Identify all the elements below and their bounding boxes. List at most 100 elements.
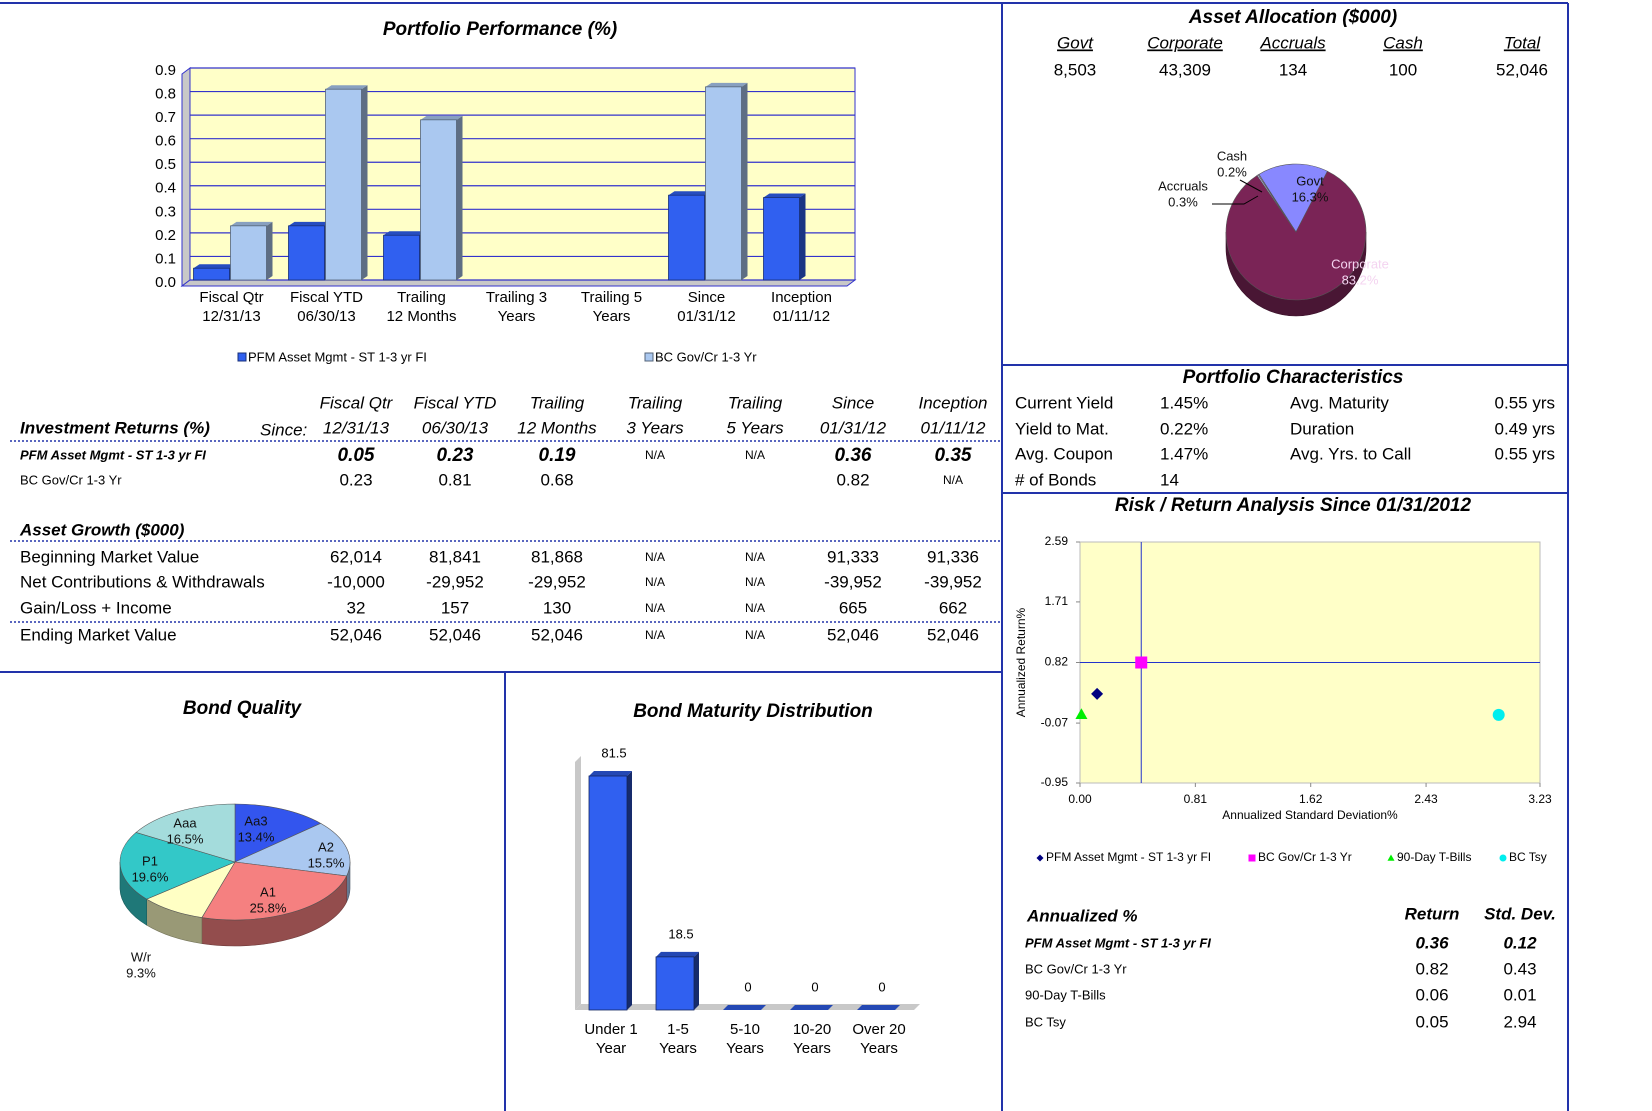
legend-label: BC Gov/Cr 1-3 Yr <box>655 349 757 364</box>
bar <box>325 88 362 281</box>
cell: 0.49 yrs <box>1495 419 1555 438</box>
x-tick-label: Fiscal Qtr <box>199 289 263 306</box>
cell: N/A <box>645 628 665 642</box>
column-header: 06/30/13 <box>422 418 489 437</box>
data-label: 18.5 <box>668 926 693 941</box>
data-label: 0 <box>744 979 751 994</box>
bar <box>588 775 628 1011</box>
bar-top <box>668 191 711 196</box>
slice <box>1225 170 1367 301</box>
cell: 2.94 <box>1503 1012 1536 1031</box>
cell: 8,503 <box>1054 60 1097 79</box>
table-title: Portfolio Characteristics <box>1183 367 1404 388</box>
x-tick-label: Years <box>659 1040 697 1057</box>
leader-line <box>1239 179 1263 193</box>
y-tick-label: 0.6 <box>155 133 176 150</box>
cell: 0.06 <box>1415 985 1448 1004</box>
bar-top <box>288 221 331 226</box>
y-tick-label: 0.9 <box>155 62 176 79</box>
legend-label: PFM Asset Mgmt - ST 1-3 yr FI <box>1046 850 1211 864</box>
cell: 1.45% <box>1160 393 1208 412</box>
cell: 0.55 yrs <box>1495 444 1555 463</box>
cell: 0.82 <box>836 470 869 489</box>
x-axis-title: Annualized Standard Deviation% <box>1222 808 1398 822</box>
legend-label: BC Gov/Cr 1-3 Yr <box>1258 850 1352 864</box>
y-tick-label: -0.95 <box>1041 775 1069 789</box>
cell: 32 <box>347 598 366 617</box>
column-header: Corporate <box>1147 33 1223 52</box>
plot-wall <box>181 67 191 287</box>
cell: 134 <box>1279 60 1307 79</box>
y-tick-label: 0.7 <box>155 109 176 126</box>
chart-title: Portfolio Performance (%) <box>383 19 617 40</box>
legend-label: PFM Asset Mgmt - ST 1-3 yr FI <box>248 349 427 364</box>
bar-side <box>627 771 632 1010</box>
dotted-rules <box>10 440 1000 623</box>
x-tick-label: 0.00 <box>1068 792 1092 806</box>
legend-swatch <box>644 352 654 362</box>
x-tick-label: Since <box>688 289 726 306</box>
column-header: 01/11/12 <box>921 418 986 437</box>
cell: 14 <box>1160 470 1179 489</box>
cell: 52,046 <box>531 625 583 644</box>
cell: # of Bonds <box>1015 470 1096 489</box>
slice-value: 83.2% <box>1342 272 1379 287</box>
point <box>1492 708 1505 721</box>
cell: 52,046 <box>429 625 481 644</box>
row-label: PFM Asset Mgmt - ST 1-3 yr FI <box>20 447 206 462</box>
data-label: 0 <box>811 979 818 994</box>
cell: 0.43 <box>1503 959 1536 978</box>
bar-top <box>790 1005 833 1010</box>
cell: 0.81 <box>438 470 471 489</box>
column-header: Since <box>832 393 875 412</box>
row-label: Beginning Market Value <box>20 547 199 566</box>
slice-label: W/r <box>131 949 152 964</box>
bar-top <box>230 221 273 226</box>
slice <box>201 861 348 921</box>
cell: Yield to Mat. <box>1015 419 1109 438</box>
row-label: BC Tsy <box>1025 1014 1066 1029</box>
column-header: 01/31/12 <box>820 418 887 437</box>
slice-label: Aaa <box>173 815 197 830</box>
data-label: 0 <box>878 979 885 994</box>
bar-side <box>799 193 806 280</box>
cell: N/A <box>745 628 765 642</box>
point <box>1075 708 1088 720</box>
cell: N/A <box>745 550 765 564</box>
cell: 0.23 <box>437 445 474 466</box>
x-tick-label: 01/31/12 <box>677 308 735 325</box>
cell: N/A <box>745 448 765 462</box>
x-tick-label: 12 Months <box>386 308 456 325</box>
slice-value: 16.3% <box>1292 189 1329 204</box>
slice-label: Aa3 <box>244 813 267 828</box>
point <box>1135 656 1148 669</box>
cell: 665 <box>839 598 867 617</box>
column-header: Total <box>1504 33 1541 52</box>
bar <box>193 267 230 281</box>
legend-marker <box>1248 854 1256 862</box>
row-label: Net Contributions & Withdrawals <box>20 572 265 591</box>
x-tick-label: 06/30/13 <box>297 308 355 325</box>
bar-side <box>266 221 273 280</box>
cell: 0.05 <box>338 445 375 466</box>
cell: -39,952 <box>824 572 882 591</box>
cell: N/A <box>645 550 665 564</box>
x-tick-label: 2.43 <box>1414 792 1438 806</box>
cell: 0.22% <box>1160 419 1208 438</box>
bar-top <box>193 264 236 269</box>
slice <box>234 803 322 863</box>
y-tick-label: 0.3 <box>155 203 176 220</box>
row-label: Ending Market Value <box>20 625 177 644</box>
cell: 0.82 <box>1415 959 1448 978</box>
cell: 1.47% <box>1160 444 1208 463</box>
cell: 43,309 <box>1159 60 1211 79</box>
x-tick-label: Year <box>596 1040 626 1057</box>
column-header: 12/31/13 <box>323 418 390 437</box>
column-header: Cash <box>1383 33 1423 52</box>
cell: N/A <box>745 575 765 589</box>
cell: 0.68 <box>540 470 573 489</box>
y-tick-label: 0.4 <box>155 180 176 197</box>
y-tick-label: -0.07 <box>1041 715 1069 729</box>
chart-title: Bond Quality <box>183 698 303 719</box>
